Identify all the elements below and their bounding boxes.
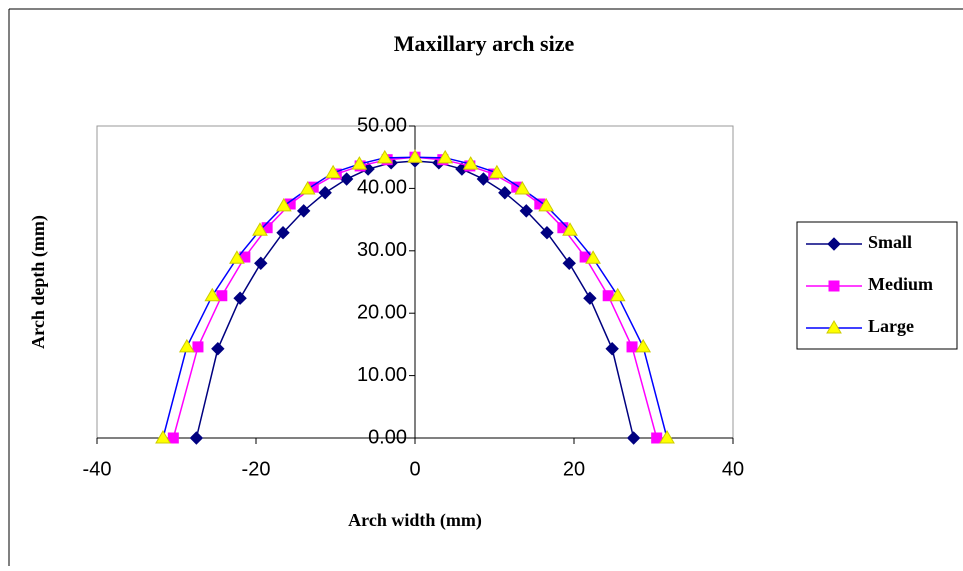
y-tick-label: 20.00 [357,301,407,323]
y-tick-label: 30.00 [357,239,407,261]
x-tick-label: 0 [409,458,420,480]
y-tick-label: 10.00 [357,364,407,386]
marker [180,340,194,352]
marker [255,257,267,269]
marker [341,173,353,185]
legend-label: Medium [868,274,933,294]
legend-marker [829,281,839,291]
chart-title: Maxillary arch size [394,31,575,56]
x-tick-label: -40 [83,458,112,480]
legend-label: Small [868,232,912,252]
y-axis-label: Arch depth (mm) [28,215,49,349]
marker [636,340,650,352]
marker [193,342,203,352]
legend-label: Large [868,316,914,336]
x-tick-label: -20 [242,458,271,480]
chart: Maxillary arch size Arch width (mm) Arch… [0,0,963,566]
x-tick-label: 20 [563,458,585,480]
marker [563,257,575,269]
marker [606,343,618,355]
x-tick-label: 40 [722,458,744,480]
y-tick-label: 40.00 [357,177,407,199]
marker [477,173,489,185]
marker [190,432,202,444]
marker [628,432,640,444]
marker [652,433,662,443]
y-tick-label: 50.00 [357,114,407,136]
marker [234,292,246,304]
marker [627,342,637,352]
y-tick-label: 0.00 [368,426,407,448]
x-axis-label: Arch width (mm) [348,510,482,531]
marker [168,433,178,443]
marker [212,343,224,355]
marker [584,292,596,304]
